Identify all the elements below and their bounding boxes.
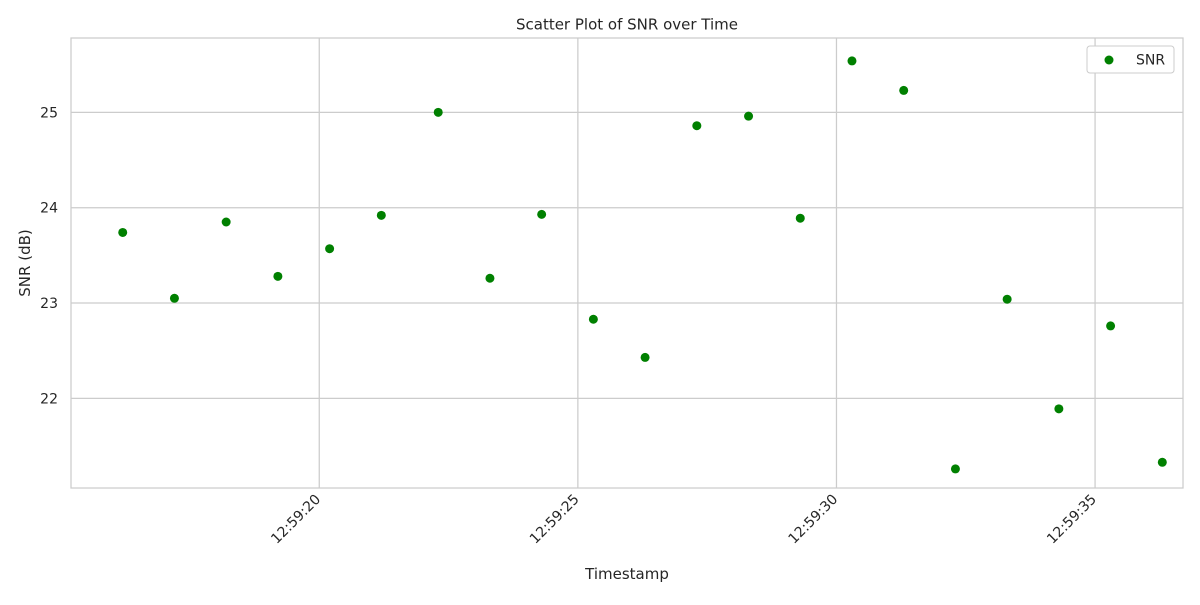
data-point (588, 314, 598, 324)
data-point (795, 213, 805, 223)
data-point (744, 111, 754, 121)
y-tick-label: 24 (40, 201, 58, 217)
data-point (169, 293, 179, 303)
y-tick-label: 25 (40, 105, 58, 121)
data-point (118, 227, 128, 237)
legend-marker (1104, 55, 1114, 65)
data-point (950, 464, 960, 474)
y-tick-label: 23 (40, 296, 58, 312)
data-point (847, 56, 857, 66)
legend-label-snr: SNR (1136, 53, 1165, 69)
legend-box (1086, 45, 1175, 74)
plot-area (70, 37, 1184, 489)
chart-title: Scatter Plot of SNR over Time (516, 16, 738, 34)
x-axis-label: Timestamp (584, 565, 669, 583)
data-point (325, 244, 335, 254)
data-point (433, 107, 443, 117)
data-point (273, 271, 283, 281)
data-point (376, 210, 386, 220)
data-point (485, 273, 495, 283)
data-point (221, 217, 231, 227)
legend: SNR (1086, 45, 1175, 74)
data-point (1002, 294, 1012, 304)
data-point (537, 209, 547, 219)
data-point (1054, 404, 1064, 414)
data-point (1157, 457, 1167, 467)
data-point (899, 85, 909, 95)
data-point (640, 352, 650, 362)
y-axis-label: SNR (dB) (16, 229, 34, 296)
data-point (1106, 321, 1116, 331)
y-tick-label: 22 (40, 391, 58, 407)
data-point (692, 121, 702, 131)
